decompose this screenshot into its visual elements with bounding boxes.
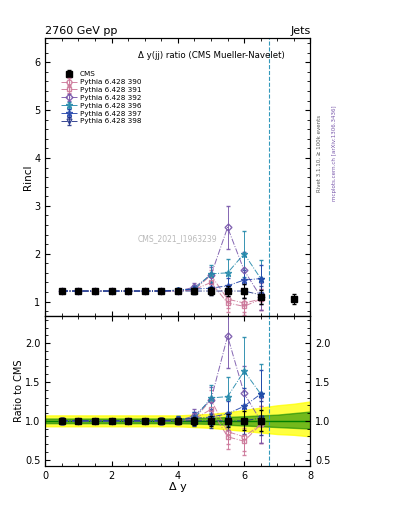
Text: CMS_2021_I1963239: CMS_2021_I1963239 — [138, 233, 218, 243]
Text: 2760 GeV pp: 2760 GeV pp — [45, 26, 118, 36]
Y-axis label: Ratio to CMS: Ratio to CMS — [14, 359, 24, 422]
Text: Jets: Jets — [290, 26, 310, 36]
Text: Rivet 3.1.10, ≥ 100k events: Rivet 3.1.10, ≥ 100k events — [316, 115, 321, 192]
Legend: CMS, Pythia 6.428 390, Pythia 6.428 391, Pythia 6.428 392, Pythia 6.428 396, Pyt: CMS, Pythia 6.428 390, Pythia 6.428 391,… — [59, 70, 143, 126]
Text: Δ y(jj) ratio (CMS Mueller-Navelet): Δ y(jj) ratio (CMS Mueller-Navelet) — [138, 51, 285, 60]
Y-axis label: Rincl: Rincl — [23, 164, 33, 190]
Text: mcplots.cern.ch [arXiv:1306.3436]: mcplots.cern.ch [arXiv:1306.3436] — [332, 106, 337, 201]
X-axis label: Δ y: Δ y — [169, 482, 187, 492]
